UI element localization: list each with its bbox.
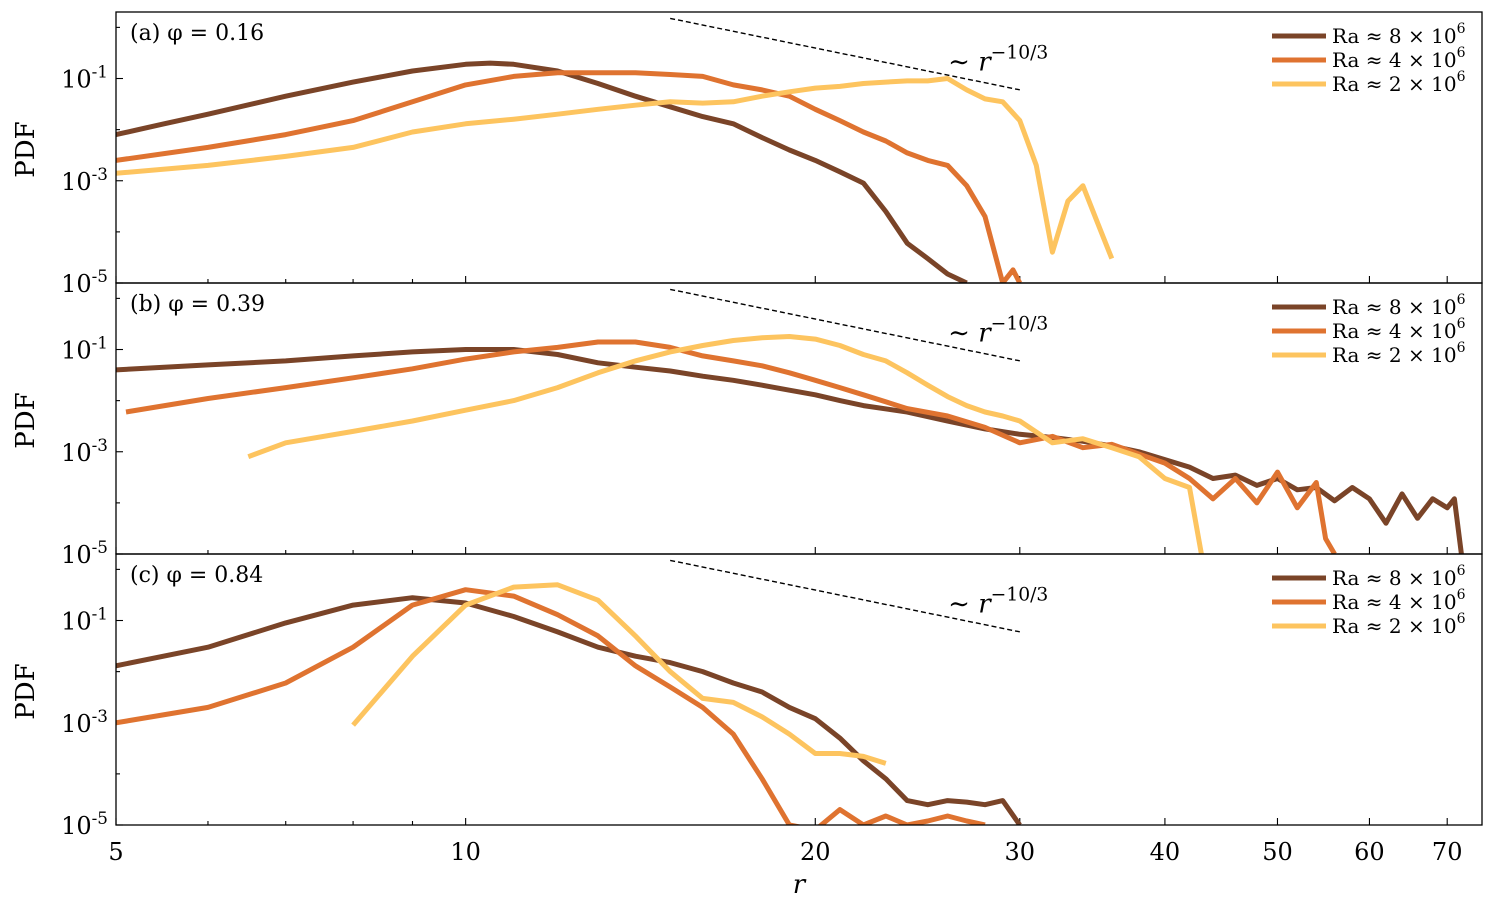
y-tick-label: 10-1 bbox=[61, 604, 108, 636]
series-line-ra8e6 bbox=[116, 60, 968, 283]
legend-entry: Ra ≈ 2 × 106 bbox=[1332, 340, 1466, 367]
panels: 10-5 10-3 10-1 ∼ r−10/3 (a) φ = 0.16 PDF Ra ≈ … bbox=[11, 11, 1483, 866]
panel-b: 10-5 10-3 10-1 ∼ r−10/3 (b) φ = 0.39 PDF Ra ≈ … bbox=[11, 282, 1483, 569]
panel-label: (c) φ = 0.84 bbox=[130, 563, 263, 588]
y-tick-label: 10-5 bbox=[61, 537, 108, 569]
x-tick-label: 50 bbox=[1262, 838, 1293, 866]
series-line-ra8e6 bbox=[116, 595, 1022, 825]
panel-label: (b) φ = 0.39 bbox=[130, 292, 265, 317]
x-axis-title: r bbox=[793, 870, 807, 900]
reference-slope-label: ∼ r−10/3 bbox=[948, 42, 1048, 77]
legend-entry: Ra ≈ 8 × 106 bbox=[1332, 21, 1466, 48]
panel-c: 10-5 10-3 10-1 ∼ r−10/3 (c) φ = 0.84 PDF Ra ≈ … bbox=[11, 553, 1483, 840]
series-group bbox=[116, 334, 1464, 554]
y-tick-label: 10-3 bbox=[61, 164, 108, 196]
legend-entry: Ra ≈ 2 × 106 bbox=[1332, 611, 1466, 638]
series-group bbox=[116, 60, 1115, 283]
y-tick-label: 10-3 bbox=[61, 706, 108, 738]
legend-entry: Ra ≈ 4 × 106 bbox=[1332, 587, 1466, 614]
y-tick-label: 10-1 bbox=[61, 333, 108, 365]
legend-entry: Ra ≈ 8 × 106 bbox=[1332, 563, 1466, 590]
series-line-ra8e6 bbox=[116, 347, 1464, 554]
legend-entry: Ra ≈ 2 × 106 bbox=[1332, 69, 1466, 96]
series-group bbox=[116, 582, 1022, 825]
y-axis-title: PDF bbox=[11, 663, 41, 719]
legend-entry: Ra ≈ 4 × 106 bbox=[1332, 45, 1466, 72]
y-tick-label: 10-5 bbox=[61, 266, 108, 298]
y-axis-title: PDF bbox=[11, 392, 41, 448]
x-tick-label: 20 bbox=[800, 838, 831, 866]
reference-slope-label: ∼ r−10/3 bbox=[948, 313, 1048, 348]
series-line-ra2e6 bbox=[247, 334, 1204, 554]
x-tick-label: 10 bbox=[450, 838, 481, 866]
legend-entry: Ra ≈ 4 × 106 bbox=[1332, 316, 1466, 343]
y-axis-title: PDF bbox=[11, 121, 41, 177]
series-line-ra4e6 bbox=[116, 587, 986, 825]
reference-slope-line bbox=[670, 559, 1020, 633]
plot-frame bbox=[115, 282, 1483, 555]
x-tick-label: 40 bbox=[1150, 838, 1181, 866]
x-tick-label: 70 bbox=[1432, 838, 1463, 866]
y-tick-label: 10-1 bbox=[61, 62, 108, 94]
reference-slope-label: ∼ r−10/3 bbox=[948, 584, 1048, 619]
series-line-ra2e6 bbox=[351, 582, 887, 766]
legend-entry: Ra ≈ 8 × 106 bbox=[1332, 292, 1466, 319]
panel-a: 10-5 10-3 10-1 ∼ r−10/3 (a) φ = 0.16 PDF Ra ≈ … bbox=[11, 11, 1483, 298]
panel-label: (a) φ = 0.16 bbox=[130, 21, 264, 46]
y-tick-label: 10-5 bbox=[61, 808, 108, 840]
x-tick-label: 60 bbox=[1354, 838, 1385, 866]
plot-frame bbox=[115, 11, 1483, 284]
series-line-ra2e6 bbox=[116, 76, 1115, 260]
series-line-ra4e6 bbox=[125, 339, 1337, 554]
reference-slope-line bbox=[670, 288, 1020, 362]
reference-slope-line bbox=[670, 17, 1020, 91]
y-tick-label: 10-3 bbox=[61, 435, 108, 467]
plot-frame bbox=[115, 553, 1483, 826]
x-tick-label: 5 bbox=[108, 838, 123, 866]
x-tick-label: 30 bbox=[1005, 838, 1036, 866]
series-line-ra4e6 bbox=[116, 70, 1023, 283]
